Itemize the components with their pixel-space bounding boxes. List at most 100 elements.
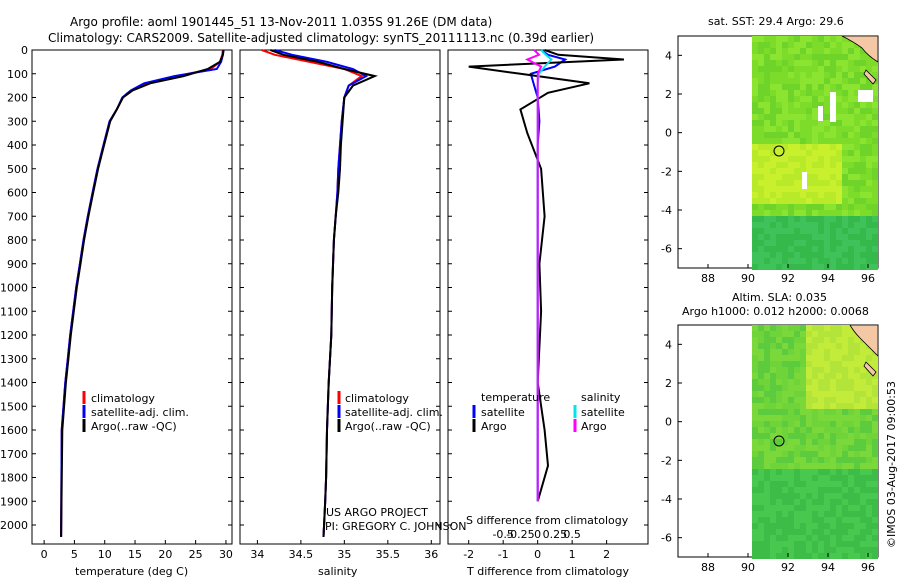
map-cell [776, 108, 782, 114]
map-cell [782, 108, 788, 114]
map-cell [758, 379, 764, 385]
map-cell [770, 331, 776, 337]
map-cell [758, 523, 764, 529]
map-cell [854, 523, 860, 529]
map-cell [854, 216, 860, 222]
map-cell [812, 156, 818, 162]
map-sst-gap-4 [858, 90, 873, 102]
map-cell [818, 156, 824, 162]
map-cell [806, 204, 812, 210]
map-cell [752, 355, 758, 361]
map-cell [770, 96, 776, 102]
map-cell [824, 385, 830, 391]
map-cell [764, 258, 770, 264]
map-cell [860, 493, 866, 499]
map-cell [788, 361, 794, 367]
map-cell [854, 264, 860, 270]
map-cell [818, 325, 824, 331]
map-cell [848, 204, 854, 210]
map-cell [776, 511, 782, 517]
map-cell [752, 439, 758, 445]
depth-tick-label: 1700 [0, 448, 28, 461]
map-cell [782, 54, 788, 60]
map-cell [866, 108, 872, 114]
map-cell [854, 481, 860, 487]
map-cell [842, 421, 848, 427]
map-cell [806, 361, 812, 367]
map-cell [830, 367, 836, 373]
map-cell [776, 421, 782, 427]
map-cell [872, 132, 878, 138]
map-cell [818, 138, 824, 144]
series-line-argo-raw-qc- [270, 49, 378, 537]
map-cell [800, 397, 806, 403]
map-cell [752, 144, 758, 150]
x-tick-label: 2 [603, 548, 610, 561]
map-cell [794, 355, 800, 361]
map-cell [812, 361, 818, 367]
map-cell [776, 204, 782, 210]
x-tick-label: 35.5 [376, 548, 401, 561]
map-cell [806, 114, 812, 120]
map-cell [836, 529, 842, 535]
map-cell [836, 379, 842, 385]
map-cell [842, 535, 848, 541]
map-cell [794, 379, 800, 385]
map-cell [854, 409, 860, 415]
map-cell [842, 529, 848, 535]
map-cell [788, 54, 794, 60]
map-cell [788, 156, 794, 162]
series-line-salinity-argo [524, 49, 543, 502]
map-cell [812, 415, 818, 421]
map-cell [836, 541, 842, 547]
map-cell [860, 126, 866, 132]
map-cell [800, 439, 806, 445]
map-cell [848, 337, 854, 343]
s-tick-label: 0.5 [563, 528, 581, 541]
map-cell [782, 72, 788, 78]
map-cell [794, 547, 800, 553]
map-cell [764, 511, 770, 517]
map-cell [872, 505, 878, 511]
map-cell [848, 535, 854, 541]
map-cell [770, 541, 776, 547]
map-cell [836, 547, 842, 553]
panel-difference: -2 -1 0 1 2 -0.5-0.25 0 0.250.5 T difference f… [447, 49, 649, 578]
map-cell [806, 222, 812, 228]
map-cell [782, 373, 788, 379]
map-cell [860, 210, 866, 216]
map-cell [770, 36, 776, 42]
map-cell [770, 439, 776, 445]
map-cell [770, 186, 776, 192]
map-sla: Altim. SLA: 0.035 Argo h1000: 0.012 h200… [661, 291, 879, 574]
map-cell [866, 547, 872, 553]
map-cell [794, 222, 800, 228]
map-cell [842, 72, 848, 78]
map-cell [824, 264, 830, 270]
map-cell [860, 198, 866, 204]
map-cell [836, 385, 842, 391]
map-cell [848, 325, 854, 331]
map-cell [872, 547, 878, 553]
map-cell [758, 84, 764, 90]
map-cell [752, 337, 758, 343]
map-cell [842, 258, 848, 264]
map-cell [776, 132, 782, 138]
map-cell [860, 535, 866, 541]
map-cell [764, 96, 770, 102]
map-cell [800, 343, 806, 349]
map-cell [830, 204, 836, 210]
map-cell [776, 415, 782, 421]
map-cell [872, 168, 878, 174]
map-cell [860, 60, 866, 66]
map-cell [800, 258, 806, 264]
map-cell [848, 60, 854, 66]
map-cell [806, 481, 812, 487]
map-cell [794, 150, 800, 156]
map-cell [752, 48, 758, 54]
map-cell [794, 84, 800, 90]
map-cell [794, 78, 800, 84]
map-cell [752, 475, 758, 481]
map-cell [800, 493, 806, 499]
